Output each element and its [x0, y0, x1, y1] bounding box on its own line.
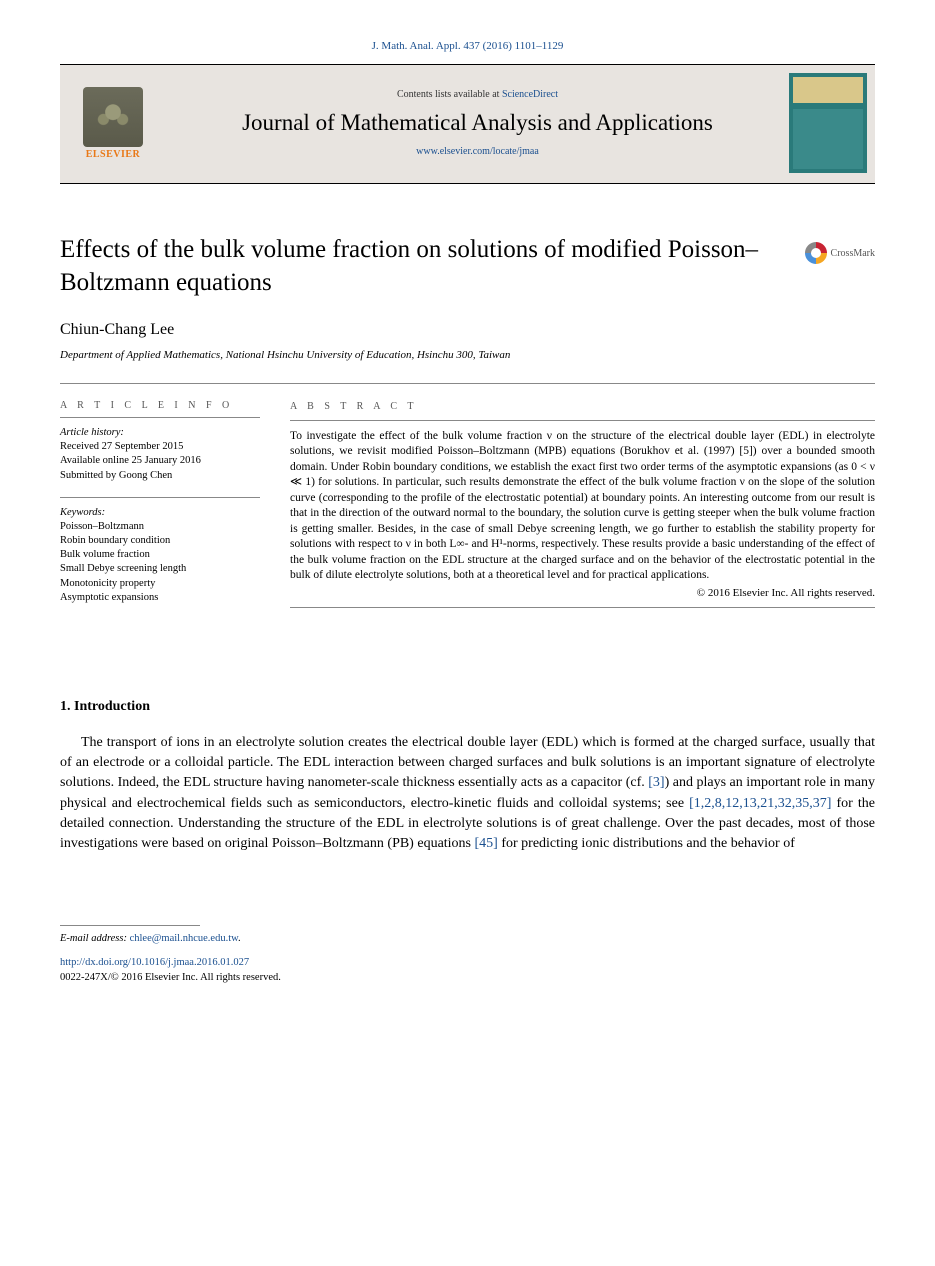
keyword-2: Bulk volume fraction — [60, 549, 150, 560]
author-name: Chiun-Chang Lee — [60, 321, 875, 339]
page-footer: E-mail address: chlee@mail.nhcue.edu.tw.… — [60, 925, 875, 986]
publisher-block: ELSEVIER — [60, 87, 166, 160]
crossmark-badge[interactable]: CrossMark — [805, 242, 875, 264]
issn-copyright: 0022-247X/© 2016 Elsevier Inc. All right… — [60, 971, 875, 986]
footer-rule — [60, 925, 200, 926]
rule-under-header — [60, 183, 875, 184]
history-label: Article history: — [60, 427, 124, 438]
ref-45-link[interactable]: [45] — [475, 836, 498, 851]
journal-reference: J. Math. Anal. Appl. 437 (2016) 1101–112… — [60, 40, 875, 52]
publisher-name: ELSEVIER — [68, 149, 158, 160]
rule-above-info — [60, 383, 875, 384]
article-title: Effects of the bulk volume fraction on s… — [60, 234, 785, 299]
info-rule-1 — [60, 417, 260, 418]
article-info-column: A R T I C L E I N F O Article history: R… — [60, 400, 260, 619]
ref-3-link[interactable]: [3] — [648, 775, 664, 790]
abstract-copyright: © 2016 Elsevier Inc. All rights reserved… — [290, 586, 875, 601]
crossmark-label: CrossMark — [831, 248, 875, 259]
doi-link[interactable]: http://dx.doi.org/10.1016/j.jmaa.2016.01… — [60, 957, 249, 968]
refs-multi-link[interactable]: [1,2,8,12,13,21,32,35,37] — [689, 796, 831, 811]
abstract-rule-bottom — [290, 607, 875, 608]
contents-prefix: Contents lists available at — [397, 89, 502, 100]
intro-paragraph-1: The transport of ions in an electrolyte … — [60, 733, 875, 855]
journal-cover-thumbnail — [789, 73, 867, 173]
intro-text-d: for predicting ionic distributions and t… — [498, 836, 795, 851]
keyword-1: Robin boundary condition — [60, 535, 170, 546]
journal-url[interactable]: www.elsevier.com/locate/jmaa — [166, 146, 789, 157]
journal-name: Journal of Mathematical Analysis and App… — [166, 110, 789, 136]
sciencedirect-link[interactable]: ScienceDirect — [502, 89, 558, 100]
keyword-3: Small Debye screening length — [60, 563, 186, 574]
crossmark-icon — [805, 242, 827, 264]
keyword-0: Poisson–Boltzmann — [60, 521, 144, 532]
article-history: Article history: Received 27 September 2… — [60, 426, 260, 483]
contents-line: Contents lists available at ScienceDirec… — [166, 89, 789, 100]
article-info-label: A R T I C L E I N F O — [60, 400, 260, 411]
info-rule-2 — [60, 497, 260, 498]
keyword-5: Asymptotic expansions — [60, 592, 158, 603]
abstract-label: A B S T R A C T — [290, 400, 875, 414]
author-email[interactable]: chlee@mail.nhcue.edu.tw — [130, 933, 238, 944]
history-online: Available online 25 January 2016 — [60, 455, 201, 466]
history-received: Received 27 September 2015 — [60, 441, 183, 452]
abstract-column: A B S T R A C T To investigate the effec… — [290, 400, 875, 619]
abstract-text: To investigate the effect of the bulk vo… — [290, 429, 875, 584]
keyword-4: Monotonicity property — [60, 578, 155, 589]
abstract-rule — [290, 420, 875, 421]
keywords-label: Keywords: — [60, 507, 105, 518]
keywords-block: Keywords: Poisson–Boltzmann Robin bounda… — [60, 506, 260, 605]
email-label: E-mail address: — [60, 933, 130, 944]
journal-header: ELSEVIER Contents lists available at Sci… — [60, 65, 875, 183]
elsevier-tree-icon — [83, 87, 143, 147]
history-submitted: Submitted by Goong Chen — [60, 470, 172, 481]
author-affiliation: Department of Applied Mathematics, Natio… — [60, 349, 875, 361]
section-1-heading: 1. Introduction — [60, 699, 875, 715]
